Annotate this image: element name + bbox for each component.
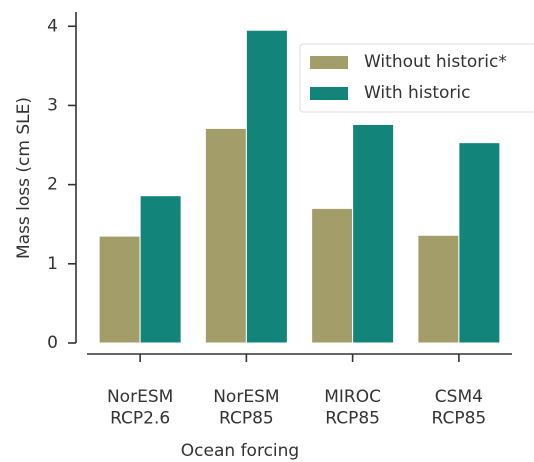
x-tick-label: NorESM RCP85	[213, 387, 279, 428]
bar	[204, 127, 247, 344]
bar	[139, 195, 182, 344]
y-tick-label: 2	[47, 175, 58, 195]
legend-label: With historic	[364, 83, 470, 103]
bar	[458, 142, 501, 344]
legend-label: Without historic*	[364, 52, 507, 72]
bar	[352, 123, 395, 344]
x-tick-label: NorESM RCP2.6	[107, 387, 173, 428]
bar	[417, 234, 460, 344]
y-tick-label: 4	[47, 16, 58, 36]
legend-swatch	[310, 56, 348, 69]
legend-box	[299, 43, 534, 113]
y-tick-label: 3	[47, 95, 58, 115]
y-tick-label: 0	[47, 333, 58, 353]
x-tick-label: CSM4 RCP85	[432, 387, 487, 428]
y-tick-label: 1	[47, 254, 58, 274]
x-axis-label: Ocean forcing	[181, 441, 299, 461]
x-tick-label: MIROC RCP85	[324, 387, 381, 428]
y-axis-label: Mass loss (cm SLE)	[14, 97, 34, 259]
legend-swatch	[310, 87, 348, 100]
bar	[98, 235, 141, 344]
bar	[311, 207, 354, 344]
bar	[245, 29, 288, 344]
